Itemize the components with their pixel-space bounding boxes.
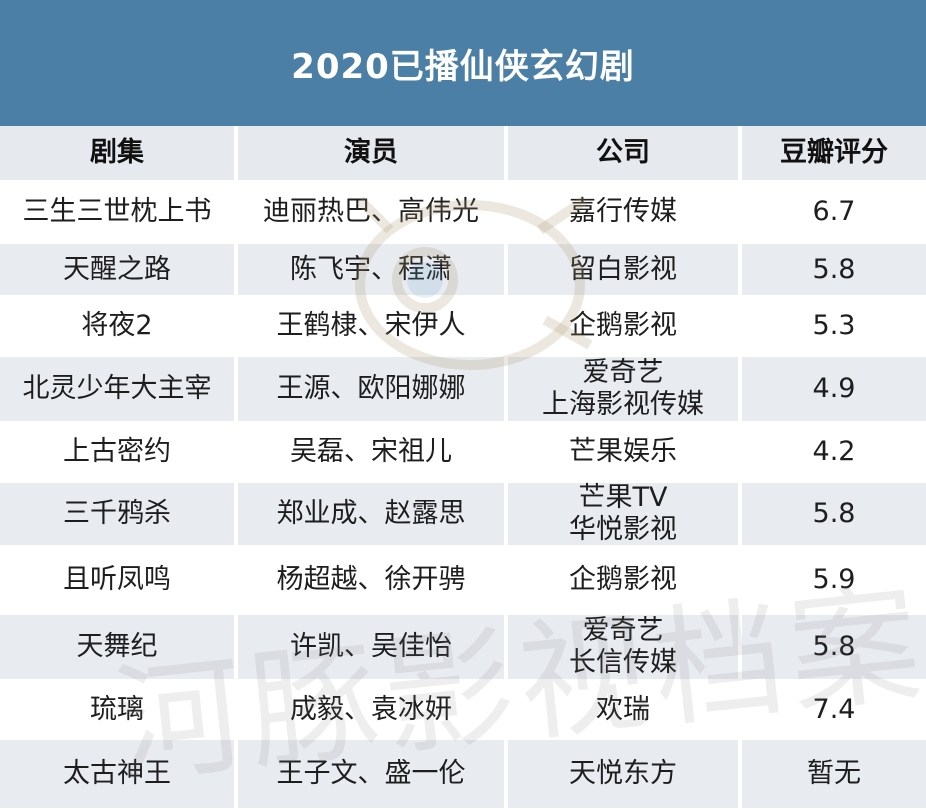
cell-rating: 7.4 [742, 683, 926, 740]
cell-rating: 4.9 [742, 357, 926, 425]
cell-rating: 5.8 [742, 244, 926, 299]
cell-actors: 吴磊、宋祖儿 [238, 425, 508, 483]
cell-actors: 陈飞宇、程潇 [238, 244, 508, 299]
cell-company: 企鹅影视 [508, 549, 742, 615]
cell-company: 留白影视 [508, 244, 742, 299]
company-line: 企鹅影视 [569, 564, 677, 596]
company-line: 芒果娱乐 [569, 436, 677, 468]
cell-actors: 郑业成、赵露思 [238, 483, 508, 549]
cell-drama: 北灵少年大主宰 [0, 357, 238, 425]
cell-company: 天悦东方 [508, 740, 742, 812]
column-header-actors: 演员 [238, 126, 508, 184]
company-line: 爱奇艺 [582, 357, 664, 389]
cell-company: 芒果娱乐 [508, 425, 742, 483]
company-line: 芒果TV [578, 482, 668, 514]
cell-drama: 天舞纪 [0, 615, 238, 683]
cell-drama: 天醒之路 [0, 244, 238, 299]
company-line: 爱奇艺 [582, 615, 664, 647]
cell-company: 嘉行传媒 [508, 184, 742, 244]
cell-actors: 杨超越、徐开骋 [238, 549, 508, 615]
company-line: 留白影视 [569, 253, 677, 285]
column-header-drama: 剧集 [0, 126, 238, 184]
cell-company: 芒果TV 华悦影视 [508, 482, 742, 549]
cell-drama: 三千鸦杀 [0, 483, 238, 549]
column-header-rating: 豆瓣评分 [742, 126, 926, 184]
company-line: 企鹅影视 [569, 310, 677, 342]
cell-drama: 将夜2 [0, 299, 238, 357]
company-line: 上海影视传媒 [542, 389, 704, 420]
cell-drama: 琉璃 [0, 683, 238, 740]
cell-rating: 暂无 [742, 740, 926, 812]
cell-drama: 三生三世枕上书 [0, 184, 238, 244]
cell-rating: 5.9 [742, 549, 926, 615]
cell-company: 爱奇艺 上海影视传媒 [508, 357, 742, 425]
cell-actors: 王子文、盛一伦 [238, 740, 508, 812]
cell-actors: 王鹤棣、宋伊人 [238, 299, 508, 357]
column-header-company: 公司 [508, 126, 742, 184]
company-line: 欢瑞 [596, 693, 650, 725]
cell-rating: 6.7 [742, 184, 926, 244]
cell-actors: 王源、欧阳娜娜 [238, 357, 508, 425]
cell-drama: 上古密约 [0, 425, 238, 483]
cell-rating: 4.2 [742, 425, 926, 483]
cell-company: 爱奇艺 长信传媒 [508, 615, 742, 683]
table-title: 2020已播仙侠玄幻剧 [0, 0, 926, 126]
company-line: 华悦影视 [569, 514, 677, 545]
cell-actors: 成毅、袁冰妍 [238, 683, 508, 740]
cell-company: 企鹅影视 [508, 299, 742, 357]
cell-drama: 且听凤鸣 [0, 549, 238, 615]
cell-rating: 5.8 [742, 615, 926, 683]
cell-company: 欢瑞 [508, 683, 742, 740]
cell-rating: 5.8 [742, 483, 926, 549]
cell-drama: 太古神王 [0, 740, 238, 812]
company-line: 长信传媒 [569, 647, 677, 678]
cell-actors: 许凯、吴佳怡 [238, 615, 508, 683]
cell-rating: 5.3 [742, 299, 926, 357]
drama-table: 剧集 演员 公司 豆瓣评分 三生三世枕上书 迪丽热巴、高伟光 嘉行传媒 6.7 天醒之路… [0, 126, 926, 812]
company-line: 嘉行传媒 [569, 196, 677, 228]
company-line: 天悦东方 [569, 758, 677, 790]
cell-actors: 迪丽热巴、高伟光 [238, 184, 508, 244]
